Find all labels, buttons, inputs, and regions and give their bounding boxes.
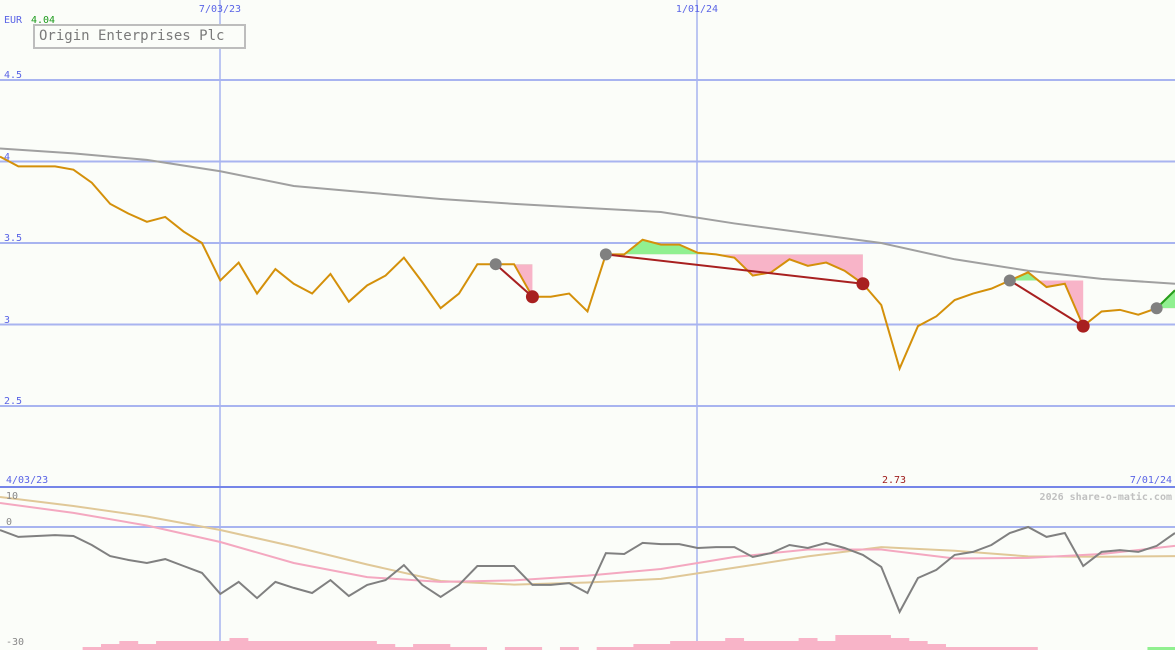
volume-bar	[100, 644, 120, 650]
volume-bar	[743, 641, 763, 650]
x-tick-label: 1/01/24	[676, 4, 718, 15]
volume-bar	[1018, 647, 1038, 650]
volume-bar	[82, 647, 102, 650]
volume-bar	[321, 641, 341, 650]
volume-bar	[670, 641, 689, 650]
volume-bar	[559, 647, 579, 650]
volume-bar	[449, 647, 469, 650]
volume-bar	[835, 635, 855, 650]
volume-bar	[211, 641, 230, 650]
volume-bar	[963, 647, 983, 650]
currency-label: EUR	[4, 15, 23, 26]
axis-labels: EUR 4.04 4.5 4 3.5 3 2.5 7/03/23 1/01/24…	[4, 4, 1172, 648]
volume-bar	[266, 641, 286, 650]
sell-marker	[525, 290, 539, 304]
y-tick-label: 3	[4, 315, 10, 326]
last-price-label: 4.04	[31, 15, 55, 26]
volume-bar	[504, 647, 524, 650]
volume-bar	[174, 641, 194, 650]
moving-average-line	[0, 147, 1175, 285]
volume-bar	[192, 641, 212, 650]
volume-bar	[229, 638, 249, 650]
loss-fill	[1009, 280, 1084, 327]
volume-bar	[468, 647, 488, 650]
volume-bar	[890, 638, 910, 650]
volume-bar	[247, 641, 267, 650]
volume-bar	[688, 641, 708, 650]
volume-bar	[780, 641, 800, 650]
sell-marker	[856, 277, 870, 291]
signal-start-marker	[599, 248, 612, 261]
volume-bars	[82, 635, 1175, 650]
signal-start-marker	[1150, 302, 1163, 315]
volume-bar	[302, 641, 322, 650]
volume-bar	[431, 644, 451, 650]
volume-bar	[358, 641, 377, 650]
volume-bar	[816, 641, 836, 650]
volume-bar	[615, 647, 634, 650]
signal-start-marker	[489, 258, 502, 271]
volume-bar	[137, 644, 157, 650]
series-lines	[0, 147, 1175, 615]
oscillator-fast-line	[0, 502, 1175, 583]
min-price-label: 2.73	[882, 475, 906, 486]
gain-fill	[1009, 272, 1084, 281]
osc-tick-label: -30	[6, 637, 24, 648]
osc-tick-label: 0	[6, 517, 12, 528]
volume-bar	[1147, 647, 1167, 650]
oscillator-slow-line	[0, 496, 1175, 586]
volume-bar	[982, 647, 1002, 650]
copyright-label: 2026 share-o-matic.com	[1040, 491, 1172, 503]
oscillator-line	[0, 525, 1175, 615]
volume-bar	[798, 638, 818, 650]
volume-bar	[1000, 647, 1020, 650]
volume-bar	[853, 635, 873, 650]
loss-fill	[495, 264, 533, 297]
volume-bar	[339, 641, 359, 650]
volume-bar	[119, 641, 139, 650]
x-tick-label: 7/03/23	[199, 4, 241, 15]
x-start-label: 4/03/23	[6, 475, 48, 486]
volume-bar	[376, 644, 396, 650]
volume-bar	[633, 644, 653, 650]
y-tick-label: 4	[4, 152, 10, 163]
volume-bar	[596, 647, 616, 650]
volume-bar	[651, 644, 671, 650]
volume-bar	[1165, 647, 1175, 650]
signal-line	[1009, 279, 1084, 327]
volume-bar	[725, 638, 745, 650]
x-end-label: 7/01/24	[1130, 475, 1172, 486]
y-tick-label: 2.5	[4, 396, 22, 407]
volume-bar	[927, 644, 947, 650]
volume-bar	[284, 641, 304, 650]
volume-bar	[761, 641, 781, 650]
chart-title: Origin Enterprises Plc	[33, 24, 246, 49]
signal-start-marker	[1003, 274, 1016, 287]
volume-bar	[908, 641, 928, 650]
volume-bar	[413, 644, 432, 650]
volume-bar	[872, 635, 891, 650]
volume-bar	[706, 641, 726, 650]
gain-fill	[605, 239, 863, 255]
signal-line	[605, 253, 864, 285]
sell-marker	[1076, 319, 1090, 333]
y-tick-label: 3.5	[4, 233, 22, 244]
signal-markers	[489, 248, 1175, 333]
volume-bar	[523, 647, 543, 650]
volume-bar	[394, 647, 414, 650]
osc-tick-label: 10	[6, 491, 18, 502]
y-tick-label: 4.5	[4, 70, 22, 81]
volume-bar	[945, 647, 965, 650]
signal-line	[495, 263, 534, 298]
price-line	[0, 155, 1175, 372]
volume-bar	[156, 641, 175, 650]
